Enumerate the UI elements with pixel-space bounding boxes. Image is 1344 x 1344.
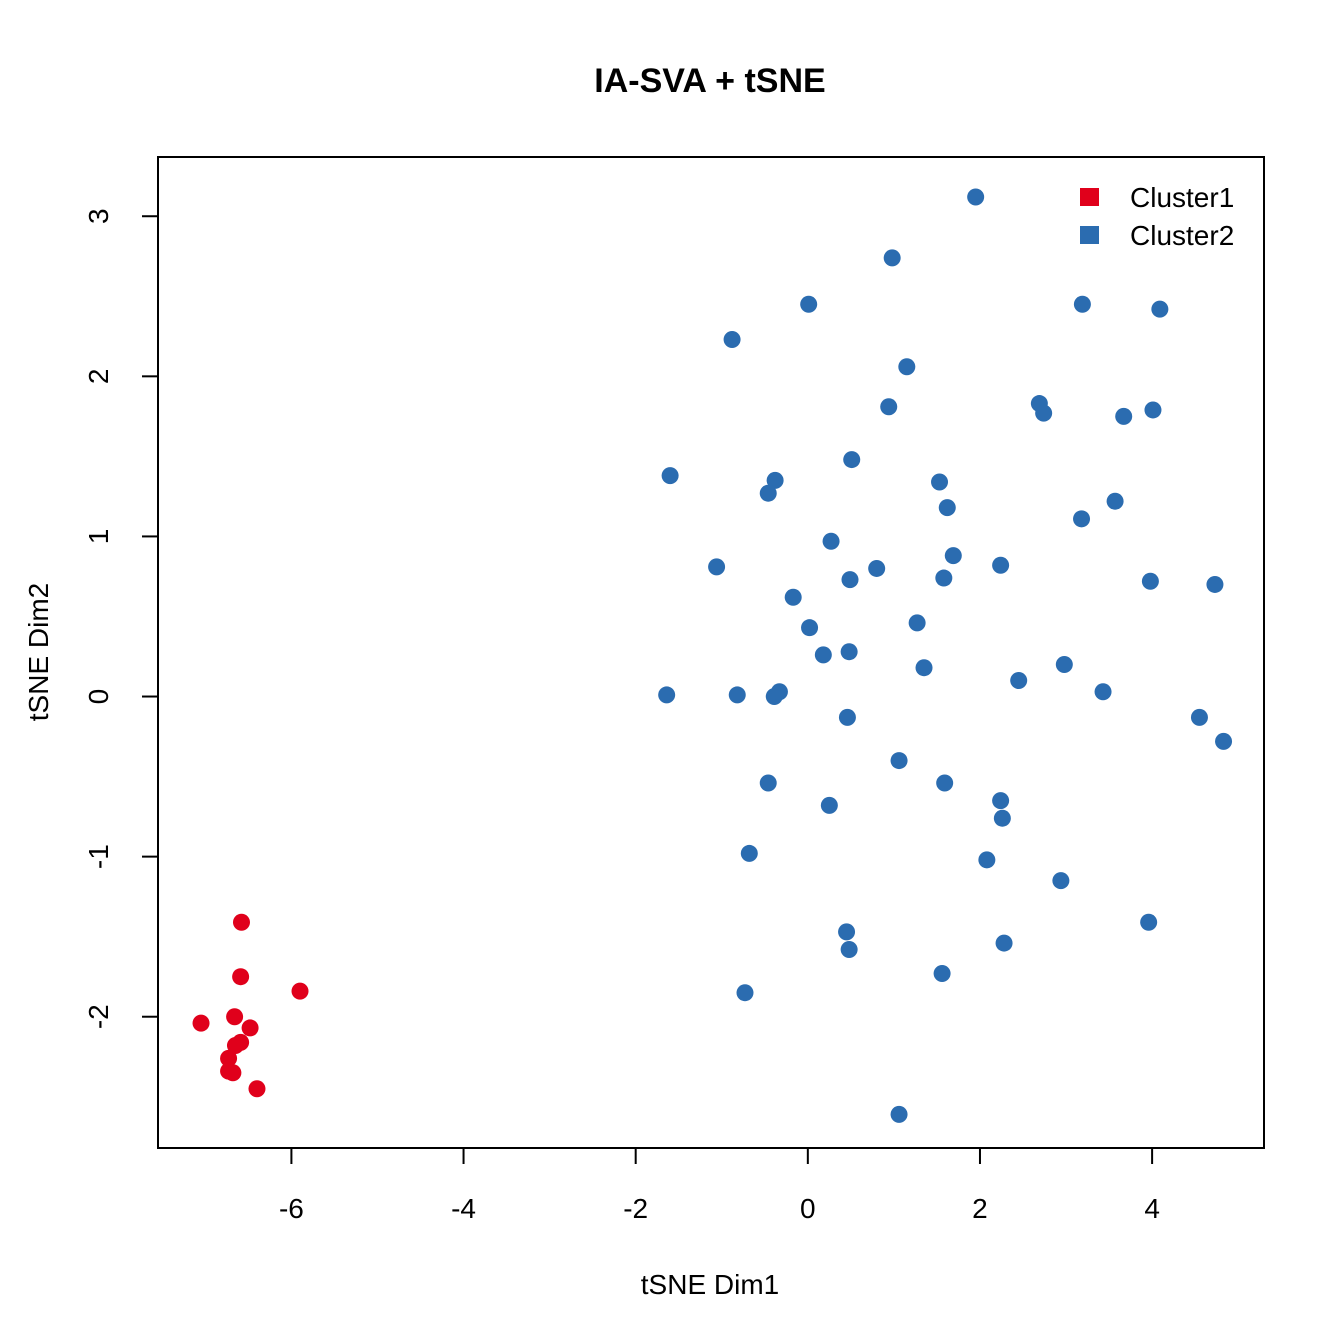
point-cluster2 (883, 249, 901, 267)
point-cluster2 (840, 643, 858, 661)
x-tick-label: -2 (623, 1193, 648, 1224)
point-cluster2 (915, 659, 933, 677)
point-cluster2 (1073, 295, 1091, 313)
point-cluster2 (770, 683, 788, 701)
point-cluster2 (880, 398, 898, 416)
x-axis-label: tSNE Dim1 (641, 1269, 779, 1300)
point-cluster2 (1215, 732, 1233, 750)
point-cluster1 (248, 1080, 266, 1098)
point-cluster2 (838, 923, 856, 941)
point-cluster2 (995, 934, 1013, 952)
point-cluster2 (740, 844, 758, 862)
point-cluster2 (992, 792, 1010, 810)
point-cluster1 (232, 968, 250, 986)
point-cluster2 (822, 532, 840, 550)
point-cluster2 (661, 467, 679, 485)
y-tick-label: 0 (83, 689, 114, 705)
point-cluster2 (759, 484, 777, 502)
y-tick-label: 3 (83, 208, 114, 224)
x-axis: -6 -4 -2 0 2 4 (279, 1147, 1160, 1224)
point-cluster2 (936, 774, 954, 792)
point-cluster2 (993, 809, 1011, 827)
point-cluster2 (935, 569, 953, 587)
point-cluster2 (944, 547, 962, 565)
point-cluster2 (1115, 407, 1133, 425)
point-cluster2 (838, 708, 856, 726)
legend-label-cluster1: Cluster1 (1130, 182, 1234, 213)
point-cluster2 (967, 188, 985, 206)
point-cluster1 (241, 1019, 259, 1037)
x-tick-label: 2 (972, 1193, 988, 1224)
point-cluster1 (192, 1014, 210, 1032)
y-axis-label: tSNE Dim2 (23, 583, 54, 721)
legend: Cluster1 Cluster2 (1080, 182, 1234, 251)
y-tick-label: 2 (83, 369, 114, 385)
point-cluster2 (1035, 404, 1053, 422)
point-cluster2 (1151, 300, 1169, 318)
x-tick-label: -4 (451, 1193, 476, 1224)
x-tick-label: 0 (800, 1193, 816, 1224)
point-cluster2 (1140, 913, 1158, 931)
point-cluster2 (723, 331, 741, 349)
point-cluster2 (1206, 575, 1224, 593)
point-cluster2 (868, 559, 886, 577)
point-cluster2 (728, 686, 746, 704)
point-cluster1 (220, 1049, 238, 1067)
point-cluster2 (1190, 708, 1208, 726)
point-cluster1 (291, 982, 309, 1000)
data-points (192, 188, 1233, 1123)
chart-title: IA-SVA + tSNE (594, 62, 825, 100)
point-cluster2 (800, 295, 818, 313)
point-cluster1 (232, 913, 250, 931)
y-tick-label: -2 (83, 1004, 114, 1029)
point-cluster2 (759, 774, 777, 792)
point-cluster2 (766, 471, 784, 489)
point-cluster2 (841, 571, 859, 589)
point-cluster1 (224, 1064, 242, 1082)
legend-swatch-cluster2 (1080, 226, 1099, 244)
point-cluster2 (931, 473, 949, 491)
point-cluster2 (1055, 656, 1073, 674)
point-cluster2 (801, 619, 819, 637)
point-cluster2 (708, 558, 726, 576)
point-cluster2 (784, 588, 802, 606)
y-tick-label: 1 (83, 529, 114, 545)
point-cluster2 (814, 646, 832, 664)
point-cluster2 (840, 940, 858, 958)
point-cluster2 (908, 614, 926, 632)
point-cluster2 (1144, 401, 1162, 419)
y-tick-label: -1 (83, 844, 114, 869)
legend-swatch-cluster1 (1080, 188, 1099, 206)
point-cluster2 (898, 358, 916, 376)
point-cluster2 (1141, 572, 1159, 590)
point-cluster2 (992, 556, 1010, 574)
point-cluster2 (978, 851, 996, 869)
point-cluster2 (933, 964, 951, 982)
x-tick-label: -6 (279, 1193, 304, 1224)
point-cluster2 (843, 451, 861, 469)
point-cluster2 (1073, 510, 1091, 528)
point-cluster2 (1094, 683, 1112, 701)
point-cluster2 (1106, 492, 1124, 510)
x-tick-label: 4 (1144, 1193, 1160, 1224)
y-axis: -2 -1 0 1 2 3 (83, 208, 159, 1029)
point-cluster2 (890, 752, 908, 770)
legend-label-cluster2: Cluster2 (1130, 220, 1234, 251)
point-cluster2 (820, 796, 838, 814)
point-cluster1 (226, 1008, 244, 1026)
point-cluster1 (226, 1037, 244, 1055)
point-cluster2 (1052, 872, 1070, 890)
point-cluster2 (938, 499, 956, 517)
point-cluster2 (736, 984, 754, 1002)
point-cluster2 (890, 1105, 908, 1123)
point-cluster2 (1010, 672, 1028, 690)
point-cluster2 (658, 686, 676, 704)
